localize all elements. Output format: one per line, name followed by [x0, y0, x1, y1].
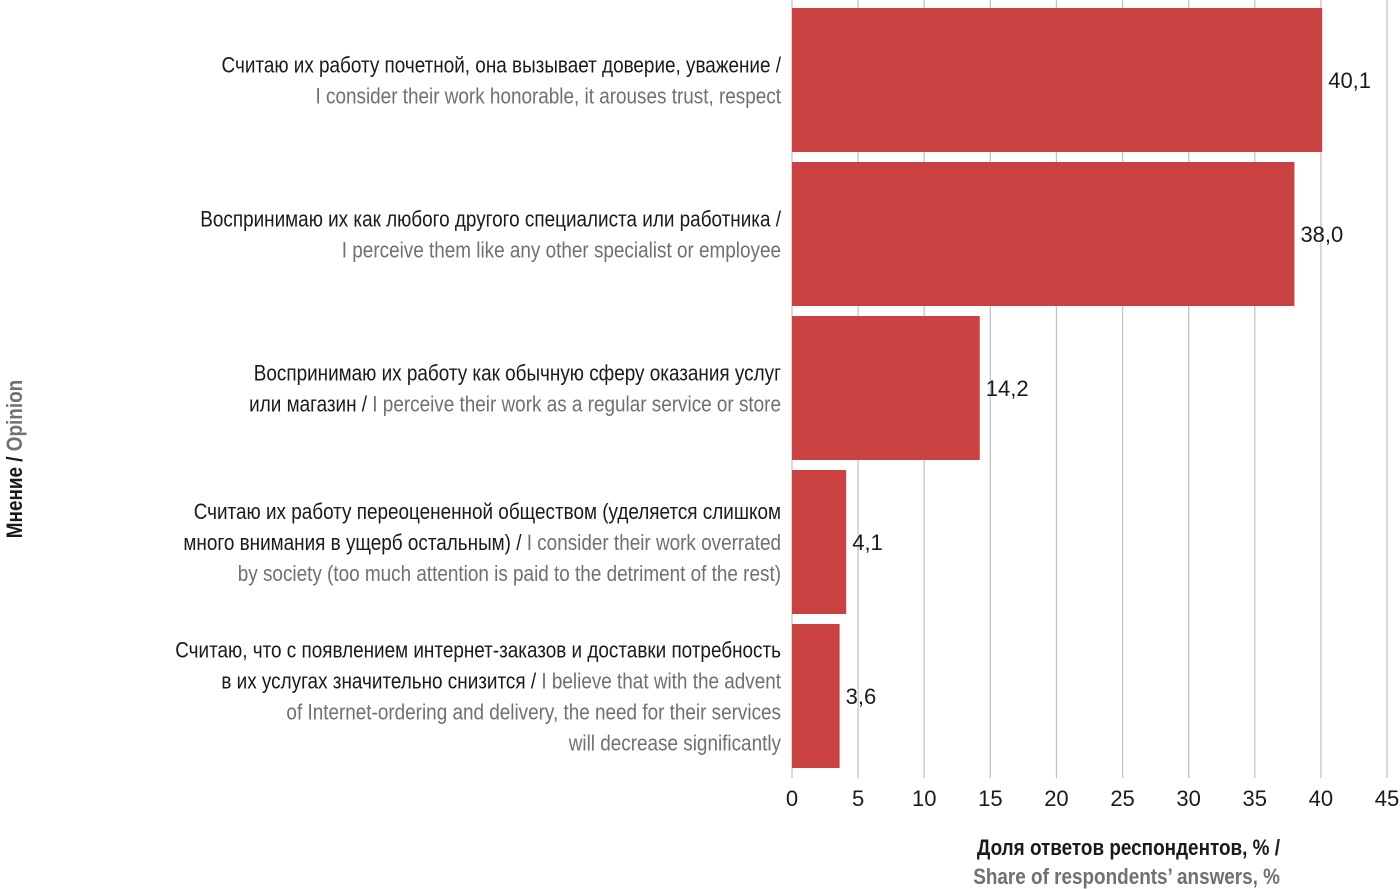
y-axis-title: Мнение / Opinion — [3, 380, 28, 538]
bar — [792, 316, 980, 460]
category-label-ru: Считаю их работу переоцененной обществом… — [194, 500, 781, 525]
category-label-line: I perceive them like any other specialis… — [342, 238, 781, 263]
bar-value-label: 40,1 — [1328, 68, 1371, 93]
x-tick-label: 15 — [978, 786, 1002, 811]
category-label-ru: Воспринимаю их работу как обычную сферу … — [254, 361, 781, 386]
x-tick-label: 45 — [1375, 786, 1399, 811]
bar — [792, 470, 847, 614]
category-label-line: в их услугах значительно снизится / I be… — [221, 669, 781, 694]
x-tick-label: 20 — [1044, 786, 1068, 811]
category-label-line: Воспринимаю их работу как обычную сферу … — [254, 361, 781, 386]
category-label-en: I perceive them like any other specialis… — [342, 238, 781, 263]
x-tick-label: 10 — [912, 786, 936, 811]
bar — [792, 8, 1323, 152]
category-label-en: will decrease significantly — [568, 731, 782, 756]
x-tick-label: 30 — [1176, 786, 1200, 811]
category-label-line: Воспринимаю их как любого другого специа… — [200, 207, 781, 232]
category-label-ru: или магазин / — [249, 392, 372, 417]
bar-value-label: 3,6 — [846, 684, 877, 709]
x-tick-label: 40 — [1309, 786, 1333, 811]
category-label-line: will decrease significantly — [568, 731, 782, 756]
category-label-en: I perceive their work as a regular servi… — [372, 392, 781, 417]
category-label-line: of Internet-ordering and delivery, the n… — [286, 700, 781, 725]
bar — [792, 624, 840, 768]
category-label-line: by society (too much attention is paid t… — [238, 562, 781, 587]
category-label-line: много внимания в ущерб остальным) / I co… — [183, 531, 781, 556]
x-axis-title-en: Share of respondents’ answers, % — [973, 865, 1280, 889]
category-label-line: I consider their work honorable, it arou… — [316, 84, 782, 109]
bar-value-label: 14,2 — [986, 376, 1029, 401]
category-label-en: I consider their work honorable, it arou… — [316, 84, 782, 109]
x-tick-label: 5 — [852, 786, 864, 811]
x-tick-label: 25 — [1110, 786, 1134, 811]
category-label-ru: Считаю их работу почетной, она вызывает … — [222, 53, 782, 78]
x-axis-title-ru: Доля ответов респондентов, % / — [977, 836, 1280, 861]
x-tick-label: 0 — [786, 786, 798, 811]
category-label-en: I consider their work overrated — [527, 531, 781, 556]
bar — [792, 162, 1295, 306]
category-label-ru: Считаю, что с появлением интернет-заказо… — [175, 638, 781, 663]
category-label-line: Считаю, что с появлением интернет-заказо… — [175, 638, 781, 663]
category-label-en: by society (too much attention is paid t… — [238, 562, 781, 587]
bar-value-label: 38,0 — [1300, 222, 1343, 247]
category-label-en: I believe that with the advent — [541, 669, 781, 694]
category-label-ru: Воспринимаю их как любого другого специа… — [200, 207, 781, 232]
category-label-ru: много внимания в ущерб остальным) / — [183, 531, 526, 556]
x-tick-label: 35 — [1243, 786, 1267, 811]
bar-value-label: 4,1 — [852, 530, 883, 555]
category-label-line: или магазин / I perceive their work as a… — [249, 392, 781, 417]
category-label-line: Считаю их работу почетной, она вызывает … — [222, 53, 782, 78]
category-label-en: of Internet-ordering and delivery, the n… — [286, 700, 781, 725]
category-label-ru: в их услугах значительно снизится / — [221, 669, 541, 694]
y-axis-title-en: Opinion — [3, 380, 28, 451]
category-label-line: Считаю их работу переоцененной обществом… — [194, 500, 781, 525]
y-axis-title-ru: Мнение / — [3, 451, 28, 538]
